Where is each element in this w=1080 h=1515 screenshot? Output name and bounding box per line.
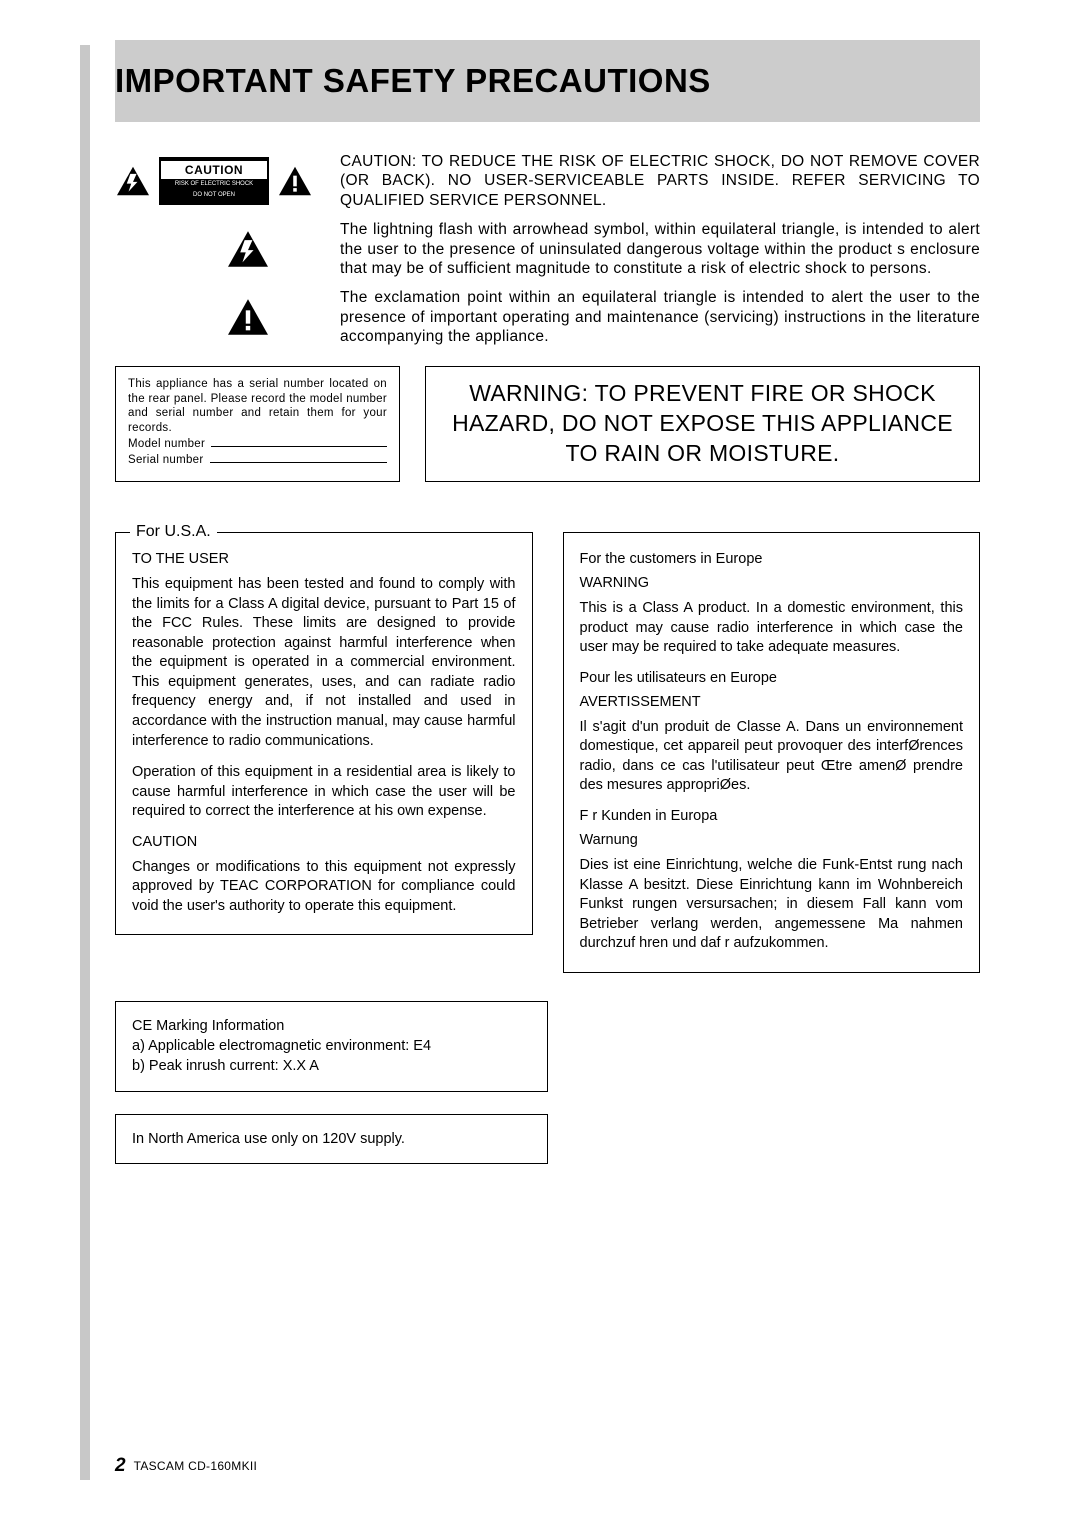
caution-word: CAUTION <box>161 161 267 179</box>
europe-heading-de: F r Kunden in Europa <box>580 808 964 824</box>
serial-number-line: Serial number <box>128 453 387 467</box>
europe-warning-en: WARNING <box>580 575 964 591</box>
model-number-underline <box>211 437 387 447</box>
page-footer: 2 TASCAM CD-160MKII <box>115 1455 257 1477</box>
caution-subtext-1: RISK OF ELECTRIC SHOCK <box>161 179 267 190</box>
top-warnings-section: CAUTION RISK OF ELECTRIC SHOCK DO NOT OP… <box>115 152 980 346</box>
model-number-line: Model number <box>128 437 387 451</box>
lightning-icon-single <box>115 220 320 278</box>
usa-legend: For U.S.A. <box>130 523 217 541</box>
lightning-explanation: The lightning flash with arrowhead symbo… <box>340 220 980 278</box>
usa-residential-text: Operation of this equipment in a residen… <box>132 763 516 822</box>
footer-model: TASCAM CD-160MKII <box>134 1459 258 1473</box>
usa-modifications-text: Changes or modifications to this equipme… <box>132 858 516 917</box>
exclamation-triangle-icon <box>225 297 271 337</box>
north-america-box: In North America use only on 120V supply… <box>115 1114 548 1164</box>
page-number: 2 <box>115 1455 126 1477</box>
title-banner: IMPORTANT SAFETY PRECAUTIONS <box>115 40 980 122</box>
serial-number-underline <box>210 453 388 463</box>
usa-fcc-text: This equipment has been tested and found… <box>132 575 516 751</box>
ce-line-a: a) Applicable electromagnetic environmen… <box>132 1036 531 1056</box>
page-title: IMPORTANT SAFETY PRECAUTIONS <box>115 62 980 100</box>
europe-heading-en: For the customers in Europe <box>580 551 964 567</box>
caution-main-text: CAUTION: TO REDUCE THE RISK OF ELECTRIC … <box>340 152 980 210</box>
fire-shock-warning-box: WARNING: TO PREVENT FIRE OR SHOCK HAZARD… <box>425 366 980 482</box>
europe-text-de: Dies ist eine Einrichtung, welche die Fu… <box>580 856 964 954</box>
usa-heading-user: TO THE USER <box>132 551 516 567</box>
serial-intro-text: This appliance has a serial number locat… <box>128 377 387 435</box>
north-america-row: In North America use only on 120V supply… <box>115 1114 980 1164</box>
usa-info-box: For U.S.A. TO THE USER This equipment ha… <box>115 532 533 935</box>
lightning-triangle-icon <box>225 229 271 269</box>
europe-info-box: For the customers in Europe WARNING This… <box>563 532 981 973</box>
page-content: IMPORTANT SAFETY PRECAUTIONS CAUTION RIS… <box>0 0 1080 1226</box>
exclamation-triangle-icon <box>277 165 313 197</box>
serial-and-warning-row: This appliance has a serial number locat… <box>115 366 980 482</box>
usa-caution-heading: CAUTION <box>132 834 516 850</box>
north-america-text: In North America use only on 120V supply… <box>132 1129 531 1149</box>
ce-marking-row: CE Marking Information a) Applicable ele… <box>115 1001 980 1092</box>
europe-warning-fr: AVERTISSEMENT <box>580 694 964 710</box>
model-number-label: Model number <box>128 437 205 451</box>
ce-title: CE Marking Information <box>132 1016 531 1036</box>
serial-number-box: This appliance has a serial number locat… <box>115 366 400 482</box>
caution-label-box: CAUTION RISK OF ELECTRIC SHOCK DO NOT OP… <box>159 157 269 204</box>
serial-number-label: Serial number <box>128 453 204 467</box>
europe-warning-de: Warnung <box>580 832 964 848</box>
exclamation-icon-single <box>115 288 320 346</box>
ce-marking-box: CE Marking Information a) Applicable ele… <box>115 1001 548 1092</box>
regional-info-row: For U.S.A. TO THE USER This equipment ha… <box>115 532 980 973</box>
caution-subtext-2: DO NOT OPEN <box>161 190 267 201</box>
exclamation-explanation: The exclamation point within an equilate… <box>340 288 980 346</box>
europe-text-en: This is a Class A product. In a domestic… <box>580 599 964 658</box>
lightning-triangle-icon <box>115 165 151 197</box>
europe-text-fr: Il s'agit d'un produit de Classe A. Dans… <box>580 718 964 796</box>
binding-strip <box>80 45 90 1480</box>
caution-icon-row: CAUTION RISK OF ELECTRIC SHOCK DO NOT OP… <box>115 152 320 210</box>
ce-line-b: b) Peak inrush current: X.X A <box>132 1056 531 1076</box>
fire-shock-warning-text: WARNING: TO PREVENT FIRE OR SHOCK HAZARD… <box>446 379 959 469</box>
europe-heading-fr: Pour les utilisateurs en Europe <box>580 670 964 686</box>
